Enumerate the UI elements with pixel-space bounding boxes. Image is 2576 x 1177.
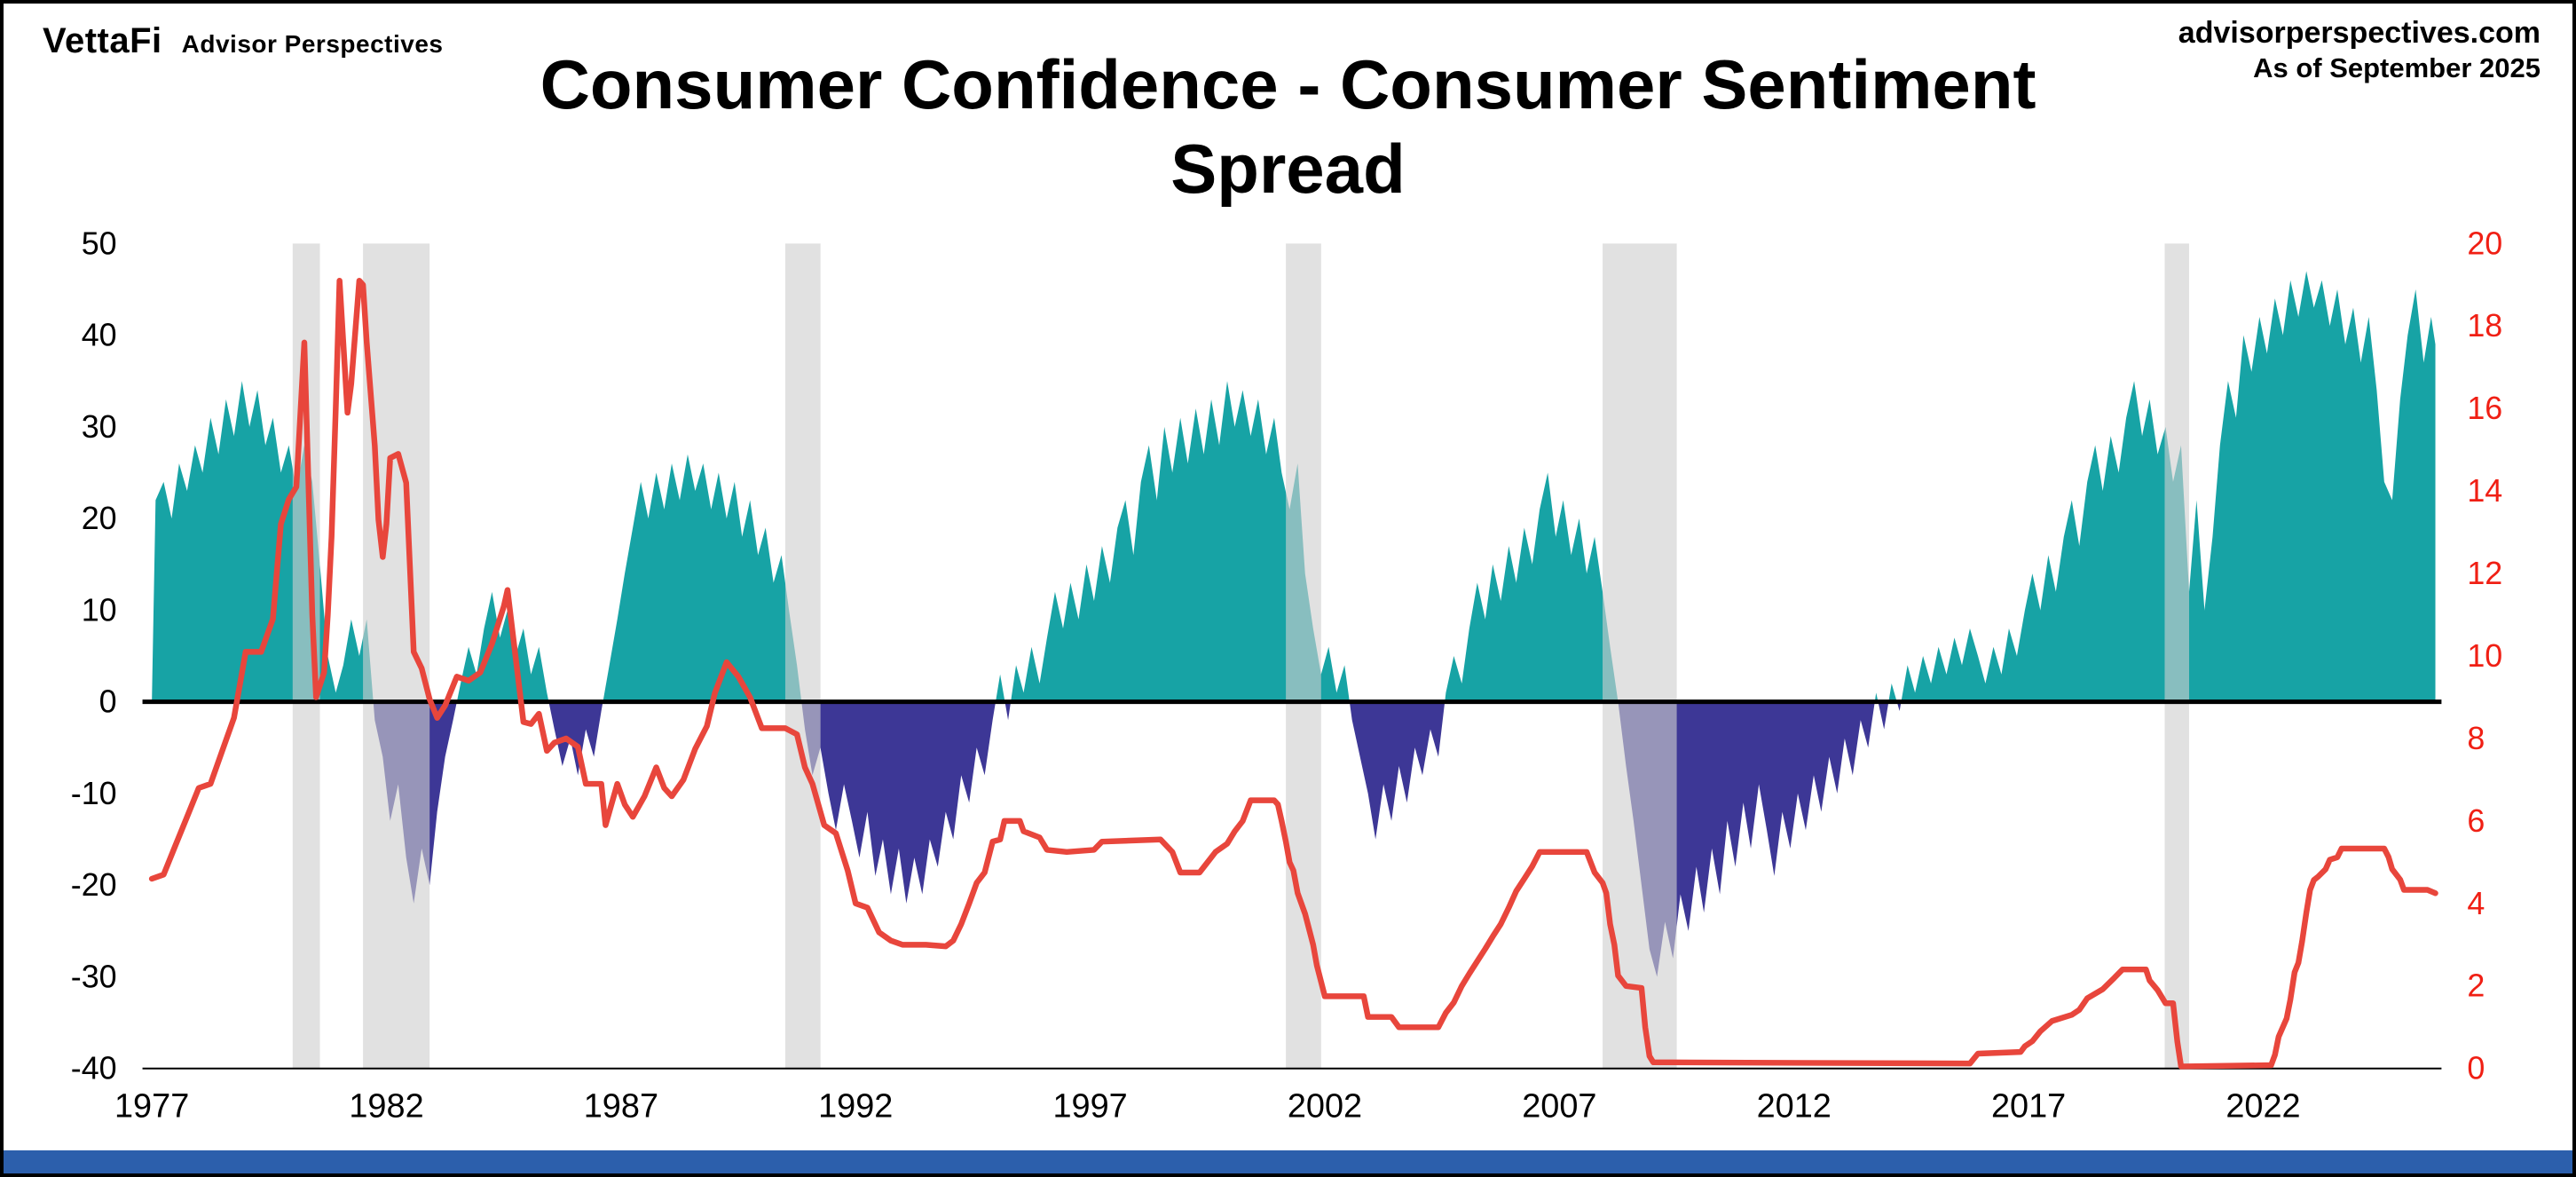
logo-row: VettaFi Advisor Perspectives xyxy=(43,21,443,61)
right-axis-tick: 8 xyxy=(2467,721,2485,756)
advisor-perspectives-label: Advisor Perspectives xyxy=(181,30,444,58)
source-attribution: advisorperspectives.com As of September … xyxy=(2178,16,2541,84)
left-axis-tick: 10 xyxy=(82,592,117,628)
chart-canvas: 50403020100-10-20-30-4020181614121086420… xyxy=(71,225,2502,1125)
recession-band xyxy=(363,243,430,1069)
right-axis-tick: 0 xyxy=(2467,1051,2485,1086)
right-axis-tick: 10 xyxy=(2467,638,2502,674)
x-axis-tick: 2022 xyxy=(2225,1087,2300,1125)
right-axis-tick: 6 xyxy=(2467,803,2485,839)
site-url: advisorperspectives.com xyxy=(2178,16,2541,50)
chart-title: Consumer Confidence - Consumer Sentiment… xyxy=(540,45,2036,209)
left-axis-tick: -40 xyxy=(71,1051,117,1086)
x-axis-tick: 2012 xyxy=(1757,1087,1832,1125)
x-axis-tick: 1997 xyxy=(1052,1087,1127,1125)
bottom-accent-bar xyxy=(4,1150,2572,1173)
x-axis-tick: 1987 xyxy=(584,1087,658,1125)
x-axis: 1977 1982 1987 1992 1997 2002 2007 2012 2017 2022 xyxy=(114,1087,2301,1125)
left-axis-tick: 0 xyxy=(99,684,117,720)
as-of-date: As of September 2025 xyxy=(2253,52,2541,83)
red-line xyxy=(148,277,2438,1070)
recession-band xyxy=(2164,243,2189,1069)
right-axis-tick: 16 xyxy=(2467,391,2502,426)
right-axis-tick: 12 xyxy=(2467,556,2502,591)
x-axis-tick: 1982 xyxy=(349,1087,423,1125)
left-axis-tick: -20 xyxy=(71,867,117,903)
right-axis-tick: 4 xyxy=(2467,886,2485,921)
right-axis-tick: 20 xyxy=(2467,225,2502,261)
left-axis-tick: 40 xyxy=(82,318,117,353)
recession-band xyxy=(1603,243,1677,1069)
x-axis-tick: 1992 xyxy=(818,1087,893,1125)
left-axis: 50 40 30 20 10 0 -10 -20 -30 -40 xyxy=(71,225,117,1086)
recession-band xyxy=(784,243,821,1069)
x-axis-tick: 2002 xyxy=(1288,1087,1362,1125)
right-axis-tick: 14 xyxy=(2467,473,2502,509)
left-axis-tick: 20 xyxy=(82,501,117,536)
right-axis-tick: 18 xyxy=(2467,308,2502,344)
spread-area-negative xyxy=(373,701,1902,977)
x-axis-tick: 2017 xyxy=(1991,1087,2066,1125)
recession-band xyxy=(1286,243,1321,1069)
right-axis-tick: 2 xyxy=(2467,968,2485,1004)
left-axis-tick: -30 xyxy=(71,959,117,994)
x-axis-tick: 1977 xyxy=(114,1087,189,1125)
left-axis-tick: -10 xyxy=(71,776,117,811)
x-axis-tick: 2007 xyxy=(1522,1087,1596,1125)
vettafi-logo: VettaFi xyxy=(43,21,162,60)
left-axis-tick: 50 xyxy=(82,225,117,261)
left-axis-tick: 30 xyxy=(82,409,117,445)
